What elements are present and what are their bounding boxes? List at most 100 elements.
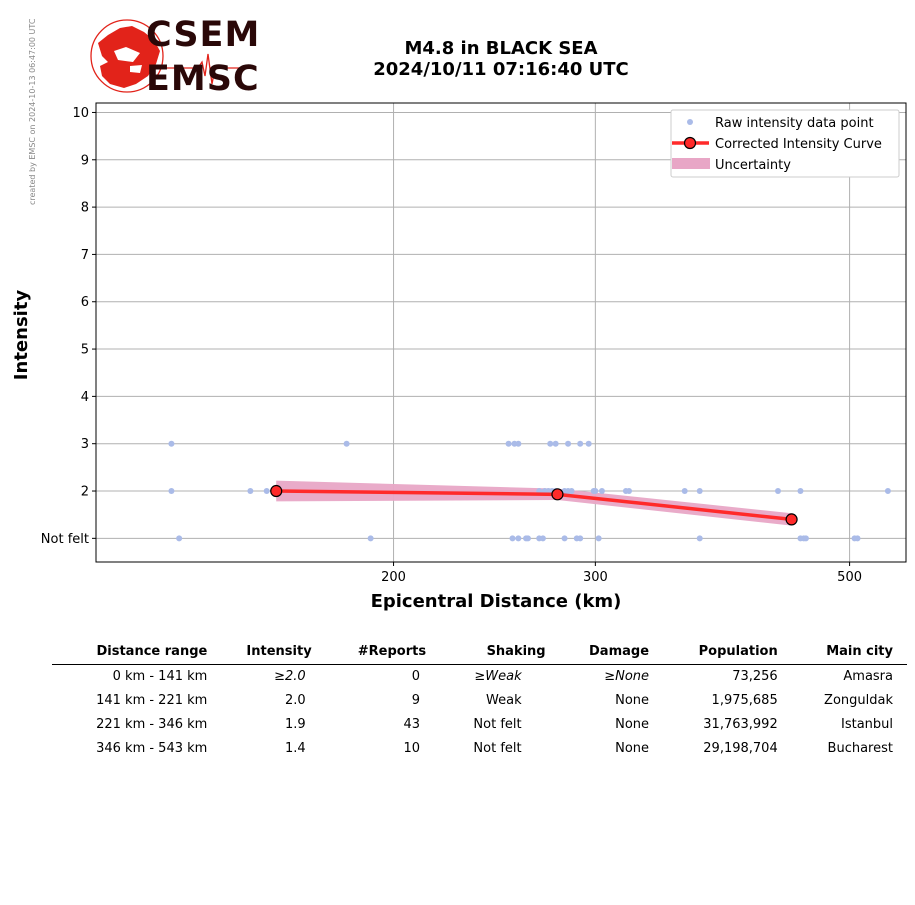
raw-data-point [547, 440, 554, 447]
y-tick-label: 9 [81, 153, 89, 168]
legend-curve-marker [683, 136, 697, 150]
y-tick-label: 5 [81, 343, 89, 358]
table-cell-intensity: ≥2.0 [274, 669, 306, 684]
table-cell-shaking: Not felt [473, 717, 522, 732]
table-cell-range: 141 km - 221 km [96, 693, 208, 708]
raw-data-point [263, 488, 270, 495]
table-cell-damage: None [615, 693, 650, 708]
column-header: Main city [791, 640, 907, 665]
raw-data-point [577, 535, 584, 542]
raw-data-point [552, 440, 559, 447]
raw-data-point [515, 535, 522, 542]
raw-data-point [515, 440, 522, 447]
table-cell-city: Bucharest [827, 741, 893, 756]
table-cell-reports: 43 [403, 717, 421, 732]
column-header: #Reports [325, 640, 441, 665]
raw-data-point [626, 488, 633, 495]
table-cell-shaking: Not felt [473, 741, 522, 756]
raw-data-point [696, 488, 703, 495]
table-cell-shaking: Weak [486, 693, 522, 708]
column-header: Shaking [440, 640, 560, 665]
y-tick-label: 2 [81, 485, 89, 500]
raw-data-point [854, 535, 861, 542]
y-tick-label: 7 [81, 248, 89, 263]
y-tick-label: Not felt [41, 532, 89, 547]
table-body: 0 km - 141 km ≥2.0 0 ≥Weak ≥None 73,256 Amasra… [52, 665, 907, 762]
table-cell-city: Amasra [843, 669, 893, 684]
table-cell-damage: ≥None [604, 669, 650, 684]
column-header: Distance range [52, 640, 216, 665]
raw-data-point [509, 535, 516, 542]
title-event: M4.8 in BLACK SEA [404, 38, 598, 59]
table-row: 0 km - 141 km ≥2.0 0 ≥Weak ≥None 73,256 Amasra [52, 665, 907, 690]
curve-marker [270, 484, 283, 498]
plot-frame [95, 102, 907, 563]
raw-data-point [168, 488, 175, 495]
y-tick-label: 8 [81, 201, 89, 216]
raw-data-point [367, 535, 374, 542]
table-cell-reports: 0 [411, 669, 421, 684]
intensity-summary-table: Distance range Intensity #Reports Shaking Da… [52, 640, 907, 761]
raw-data-point [681, 488, 688, 495]
raw-data-point [884, 488, 891, 495]
legend-curve-label: Corrected Intensity Curve [715, 137, 882, 152]
table-row: 141 km - 221 km 2.0 9 Weak None 1,975,685 Zong… [52, 689, 907, 713]
table-cell-damage: None [615, 741, 650, 756]
table-header-row: Distance range Intensity #Reports Shaking Da… [52, 640, 907, 665]
y-tick-label: 10 [72, 106, 89, 121]
csem-emsc-logo: CSEM EMSC [88, 15, 261, 99]
legend-uncertainty-label: Uncertainty [715, 158, 791, 173]
table-cell-population: 1,975,685 [711, 693, 778, 708]
curve-marker [551, 488, 564, 501]
raw-data-point [797, 488, 804, 495]
table-row: 221 km - 346 km 1.9 43 Not felt None 31,763,9… [52, 713, 907, 737]
raw-data-point [539, 535, 546, 542]
table-cell-range: 346 km - 543 km [96, 741, 208, 756]
raw-data-point [561, 535, 568, 542]
raw-data-point [505, 440, 512, 447]
intensity-chart: Not felt 2 3 4 5 6 7 8 9 10 200 300 500 Epicentral Di… [11, 102, 907, 612]
column-header: Intensity [215, 640, 326, 665]
raw-data-point [168, 440, 175, 447]
raw-data-point [568, 488, 575, 495]
logo-csem-text: CSEM [146, 15, 261, 55]
table-cell-shaking: ≥Weak [474, 669, 522, 684]
x-tick-label: 200 [381, 570, 406, 585]
y-tick-label: 6 [81, 295, 89, 310]
column-header: Damage [559, 640, 664, 665]
legend-box [670, 109, 900, 178]
y-axis-label: Intensity [11, 290, 32, 381]
y-tick-label: 4 [81, 390, 89, 405]
x-tick-label: 300 [583, 570, 608, 585]
raw-data-point [802, 535, 809, 542]
uncertainty-band [276, 480, 792, 526]
legend-raw-symbol [687, 119, 693, 125]
table-cell-city: Istanbul [840, 717, 893, 732]
raw-data-point [598, 488, 605, 495]
table-cell-intensity: 1.9 [284, 717, 306, 732]
column-header: Population [663, 640, 792, 665]
table-cell-reports: 9 [411, 693, 421, 708]
table-cell-city: Zonguldak [824, 693, 893, 708]
raw-data-point [774, 488, 781, 495]
raw-data-point [247, 488, 254, 495]
logo-emsc-text: EMSC [146, 59, 260, 99]
logo-graphic [90, 19, 256, 93]
raw-data-point [595, 535, 602, 542]
table-cell-range: 221 km - 346 km [96, 717, 208, 732]
table-cell-population: 31,763,992 [703, 717, 778, 732]
table-cell-population: 29,198,704 [703, 741, 778, 756]
raw-data-point [577, 440, 584, 447]
table-cell-damage: None [615, 717, 650, 732]
table-cell-range: 0 km - 141 km [112, 669, 208, 684]
raw-data-point [565, 440, 572, 447]
curve-marker [785, 513, 798, 526]
raw-data-point [585, 440, 592, 447]
table-cell-intensity: 1.4 [284, 741, 306, 756]
y-tick-label: 3 [81, 437, 89, 452]
legend-uncertainty-swatch [672, 158, 710, 169]
table-cell-population: 73,256 [732, 669, 778, 684]
table-row: 346 km - 543 km 1.4 10 Not felt None 29,198,7… [52, 737, 907, 761]
x-tick-label: 500 [837, 570, 862, 585]
chart-title: M4.8 in BLACK SEA 2024/10/11 07:16:40 UT… [300, 38, 702, 80]
